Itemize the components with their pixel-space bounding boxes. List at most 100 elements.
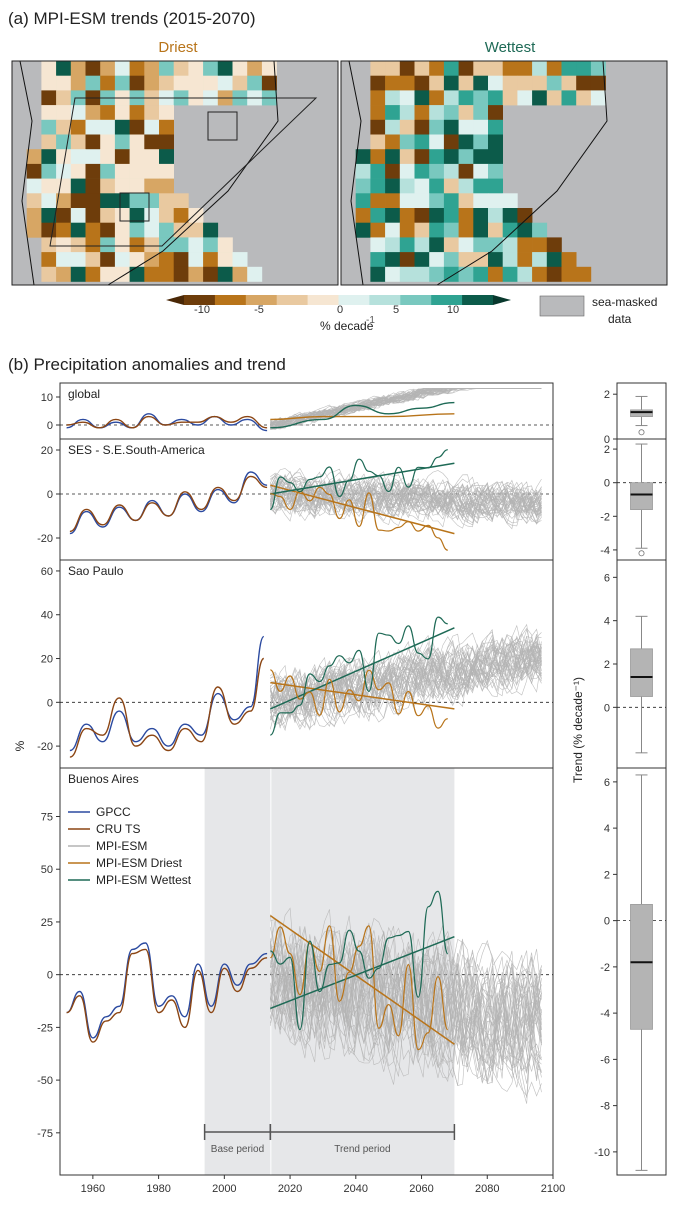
map-cell [70, 75, 86, 91]
ensemble-member-line [270, 474, 542, 524]
map-cell [443, 163, 459, 179]
map-cell [399, 119, 415, 135]
map-cell [129, 208, 145, 223]
y-tick-label: 6 [604, 777, 610, 789]
map-cell [458, 266, 474, 282]
map-cell [70, 105, 86, 121]
map-cell [370, 193, 386, 209]
map-cell [473, 105, 489, 121]
map-cell [532, 252, 548, 268]
map-cell [159, 149, 174, 165]
ensemble-member-line [270, 473, 542, 517]
colorbar-swatch [214, 295, 247, 305]
map-cell [232, 61, 248, 76]
x-tick-label: 2000 [212, 1183, 236, 1195]
map-cell [100, 75, 116, 91]
map-cell [385, 119, 401, 135]
map-cell [70, 134, 86, 150]
y-tick-label: -2 [600, 962, 610, 974]
map-cell [85, 163, 101, 179]
map-cell [473, 61, 489, 76]
map-cell [488, 193, 503, 209]
map-cell [458, 90, 474, 106]
plot-frame [59, 559, 554, 769]
x-tick-label: 2100 [541, 1183, 565, 1195]
map-cell [443, 61, 459, 76]
ensemble-member-line [270, 470, 542, 519]
map-cell [85, 237, 101, 253]
map-cell [473, 178, 489, 194]
map-cell [56, 193, 72, 209]
y-tick-label: 40 [41, 610, 53, 622]
map-cell [129, 61, 145, 76]
outlier-point [638, 429, 645, 436]
map-cell [159, 163, 174, 179]
map-cell [70, 237, 86, 253]
map-cell [41, 193, 57, 209]
map-cell [385, 178, 401, 194]
map-cell [159, 134, 174, 150]
y-tick-label: -4 [600, 545, 610, 557]
map-cell [217, 75, 233, 91]
colorbar-tick: 0 [337, 304, 343, 316]
map-cell [399, 252, 415, 268]
y-tick-label: 20 [41, 654, 53, 666]
series-line [270, 616, 448, 736]
y-tick-label: 2 [604, 659, 610, 671]
map-cell [56, 208, 72, 223]
trend-line [269, 915, 455, 1045]
map-cell [488, 90, 503, 106]
map-cell [443, 75, 459, 91]
map-cell [488, 75, 503, 91]
map-cell [56, 90, 72, 106]
y-tick-label: -20 [37, 741, 53, 753]
base-period-shade [204, 768, 271, 1175]
map-cell [414, 134, 430, 150]
map-cell [429, 105, 445, 121]
map-cell [129, 134, 145, 150]
map-cell [473, 222, 489, 238]
map-cell [546, 90, 562, 106]
map-cell [385, 222, 401, 238]
map-cell [532, 237, 548, 253]
x-tick-label: 1960 [81, 1183, 105, 1195]
map-cell [399, 193, 415, 209]
map-cell [188, 208, 204, 223]
map-cell [70, 163, 86, 179]
boxplot-panel: 0 2 4 6 [604, 559, 667, 769]
map-cell [458, 193, 474, 209]
map-cell [473, 90, 489, 106]
map-cell [129, 105, 145, 121]
map-cell [41, 237, 57, 253]
ensemble-member-line [270, 926, 542, 1062]
ensemble-member-line [270, 476, 542, 522]
map-cell [114, 163, 130, 179]
sea-mask-label: sea-masked [592, 295, 657, 309]
map-cell [399, 163, 415, 179]
map-cell [114, 119, 130, 135]
y-tick-label: -10 [594, 1147, 610, 1159]
ensemble-member-line [270, 635, 542, 719]
colorbar-tick: 10 [447, 304, 459, 316]
map-cell [561, 266, 577, 282]
map-cell [370, 149, 386, 165]
map-cell [41, 134, 57, 150]
map-cell [488, 119, 503, 135]
x-tick-label: 2080 [475, 1183, 499, 1195]
box [630, 648, 653, 697]
colorbar-arrow-low [166, 295, 184, 305]
map-cell [100, 237, 116, 253]
map-cell [173, 266, 189, 282]
map-cell [144, 178, 160, 194]
map-cell [173, 237, 189, 253]
map-cell [70, 252, 86, 268]
map-cell [70, 119, 86, 135]
map-cell [56, 237, 72, 253]
series-line [69, 635, 265, 752]
map-cell [129, 222, 145, 238]
map-cell [458, 208, 474, 223]
map-cell [429, 134, 445, 150]
series-line [66, 942, 268, 1039]
map-cell [399, 208, 415, 223]
